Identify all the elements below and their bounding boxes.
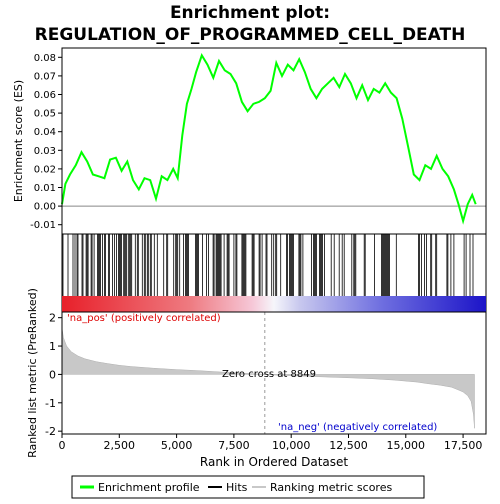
legend-metric-label: Ranking metric scores xyxy=(270,481,392,494)
x-tick-label: 15,000 xyxy=(387,439,426,452)
es-tick-label: 0.02 xyxy=(34,164,56,175)
x-tick-label: 10,000 xyxy=(272,439,311,452)
es-tick-label: 0.04 xyxy=(34,127,56,138)
chart-title-line2: REGULATION_OF_PROGRAMMED_CELL_DEATH xyxy=(35,25,466,45)
x-tick-label: 0 xyxy=(59,439,66,452)
x-tick-label: 2,500 xyxy=(104,439,136,452)
x-tick-label: 5,000 xyxy=(161,439,193,452)
metric-plot-frame xyxy=(61,311,487,435)
metric-y-axis-label: Ranked list metric (PreRanked) xyxy=(26,288,39,458)
metric-tick-group: 2 1 0 -1 -2 xyxy=(45,312,62,438)
es-y-axis-label: Enrichment score (ES) xyxy=(12,80,25,202)
legend-enrichment-label: Enrichment profile xyxy=(98,481,200,494)
chart-title-line1: Enrichment plot: xyxy=(170,3,330,23)
legend-hits-label: Hits xyxy=(226,481,248,494)
es-tick-label: 0.08 xyxy=(34,53,56,64)
ranking-metric-area xyxy=(61,327,475,429)
es-tick-label: 0.07 xyxy=(34,71,56,82)
es-tick-label: 0.05 xyxy=(34,109,56,120)
es-tick-label: 0.00 xyxy=(34,202,56,213)
metric-tick-label: 2 xyxy=(49,312,56,325)
rank-colorbar xyxy=(62,296,486,312)
metric-tick-label: 0 xyxy=(49,368,56,381)
zero-cross-label: Zero cross at 8849 xyxy=(222,369,316,380)
hits-group xyxy=(62,234,474,296)
pos-correlated-label: 'na_pos' (positively correlated) xyxy=(67,313,221,324)
es-tick-label: 0.01 xyxy=(34,183,56,194)
x-tick-label: 12,500 xyxy=(329,439,368,452)
legend-box xyxy=(71,475,425,499)
x-tick-label: 7,500 xyxy=(218,439,250,452)
es-tick-label: -0.01 xyxy=(30,220,56,231)
x-tick-label: 17,500 xyxy=(444,439,483,452)
enrichment-profile-line xyxy=(61,53,477,225)
es-tick-label: 0.03 xyxy=(34,146,56,157)
es-tick-label: 0.06 xyxy=(34,90,56,101)
x-tick-group: 0 2,500 5,000 7,500 10,000 12,500 15,000 17,500 xyxy=(59,434,483,452)
metric-tick-label: -1 xyxy=(45,397,56,410)
metric-tick-label: -2 xyxy=(45,425,56,438)
neg-correlated-label: 'na_neg' (negatively correlated) xyxy=(278,422,437,433)
x-axis-label: Rank in Ordered Dataset xyxy=(200,455,348,469)
es-tick-group: -0.01 0.00 0.01 0.02 0.03 0.04 0.05 0.06 0.07 0.0… xyxy=(30,53,62,231)
metric-tick-label: 1 xyxy=(49,340,56,353)
